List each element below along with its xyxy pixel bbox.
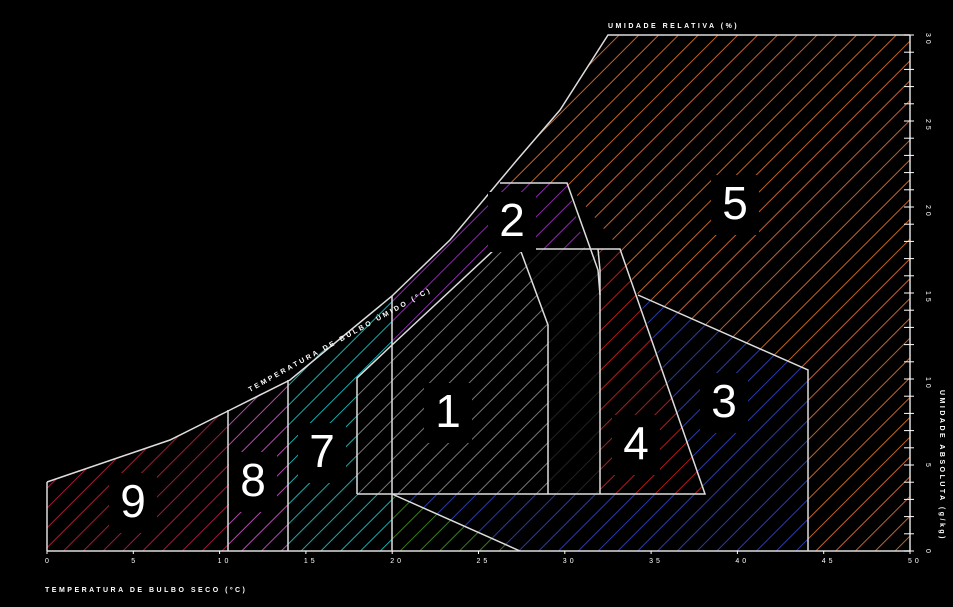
zone-edge [597, 248, 601, 494]
x-tick-label: 40 [735, 558, 749, 565]
x-tick-label: 35 [649, 558, 663, 565]
zone-1-area [357, 249, 548, 494]
zones [47, 35, 910, 551]
x-axis-title: TEMPERATURA DE BULBO SECO (ºC) [45, 587, 247, 594]
saturation-curve [46, 34, 910, 483]
x-tick-label: 25 [477, 558, 491, 565]
zone-edge [391, 493, 521, 552]
y-tick-label: 5 [924, 463, 931, 470]
x-tick-label: 45 [822, 558, 836, 565]
zone-label-bg [109, 473, 157, 533]
zone-label: 8 [240, 454, 266, 506]
zone-edge [637, 294, 809, 551]
zone-label-bg [612, 415, 660, 475]
y-tick-label: 0 [924, 549, 931, 556]
y-tick-label: 10 [924, 377, 931, 391]
zone-label: 9 [120, 475, 146, 527]
zone-label-bg [424, 383, 472, 443]
zone-label: 3 [711, 375, 737, 427]
zone-label-bg [229, 452, 277, 512]
x-tick-label: 20 [390, 558, 404, 565]
y-tick-label: 25 [924, 119, 931, 133]
zone-label: 5 [722, 177, 748, 229]
zone-label-bg [700, 373, 748, 433]
x-tick-label: 10 [218, 558, 232, 565]
zone-5-area [500, 35, 910, 551]
zone-2-area [392, 183, 585, 345]
y-tick-label: 30 [924, 33, 931, 47]
x-tick-label: 50 [908, 558, 922, 565]
zone-label-bg [711, 175, 759, 235]
y-tick-label: 20 [924, 205, 931, 219]
zone-label-bg [298, 423, 346, 483]
rh-title: UMIDADE RELATIVA (%) [608, 23, 739, 30]
x-tick-label: 15 [304, 558, 318, 565]
zone-3-area [392, 295, 808, 551]
y-axis-title: UMIDADE ABSOLUTA (g/kg) [938, 390, 945, 541]
zone-edge [500, 182, 601, 296]
zone-label-bg [488, 192, 536, 252]
zone-label: 2 [499, 194, 525, 246]
x-tick-label: 0 [45, 558, 52, 565]
y-tick-label: 15 [924, 291, 931, 305]
x-tick-label: 30 [563, 558, 577, 565]
zone-label: 7 [309, 425, 335, 477]
zone-label: 4 [623, 417, 649, 469]
zone-edge [519, 248, 549, 494]
x-tick-label: 5 [131, 558, 138, 565]
zone-6-area [520, 249, 600, 494]
zone-label: 1 [435, 385, 461, 437]
